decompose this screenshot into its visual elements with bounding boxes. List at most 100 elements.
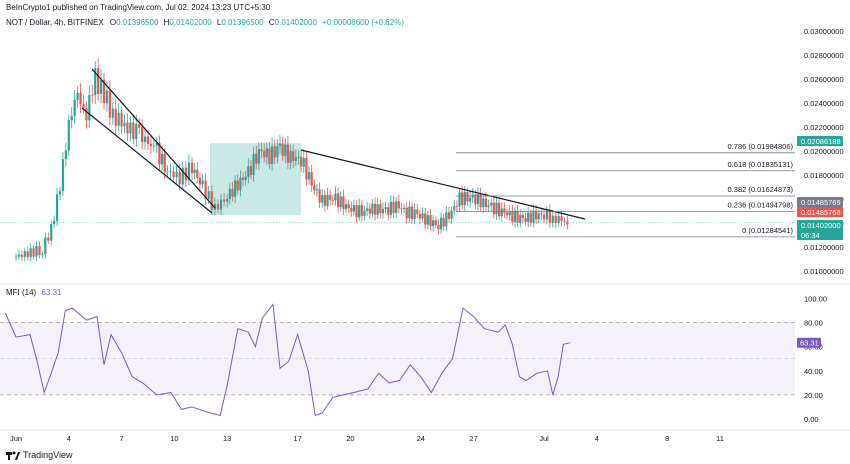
candle-body [175,172,178,178]
candle-body [557,216,560,223]
candle-body [432,220,435,227]
candle-body [114,108,117,126]
candle-body [234,180,237,197]
mfi-legend[interactable]: MFI (14) 63.31 [6,288,62,297]
candle-body [73,99,76,117]
candle-body [216,203,220,210]
candle-body [289,151,292,163]
candle-body [196,169,199,178]
mfi-tick-label: 0.00 [804,415,819,424]
candle-body [323,194,326,206]
price-tick-label: 0.01800000 [804,171,844,180]
candle-body [387,207,390,215]
candle-body [286,144,290,163]
price-tag-label: 0.01402000 [801,221,841,230]
time-tick-label: Jul [539,434,549,443]
candle-body [329,194,332,200]
candle-body [461,192,464,206]
candle-body [219,199,223,210]
candle-body [117,112,120,126]
symbol-label[interactable]: NOT / Dollar, 4h, BITFINEX [6,18,104,27]
candle-body [532,210,535,223]
candle-body [146,136,150,144]
candle-body [38,246,41,255]
candle-body [260,149,263,152]
candle-body [389,201,392,215]
candle-body [474,194,477,205]
candle-body [244,176,247,180]
candle-body [152,145,155,147]
resistance-trendline [300,149,586,220]
candle-body [542,214,546,220]
candle-body [265,148,268,158]
candle-body [190,162,194,174]
candle-body [540,213,543,215]
candle-body [405,207,408,219]
candle-body [149,143,153,146]
candle-body [554,215,557,223]
price-tick-label: 0.02600000 [804,75,844,84]
candle-body [458,192,461,207]
mfi-tick-label: 100.00 [804,295,827,304]
candle-body [105,90,109,104]
price-tick-label: 0.01000000 [804,267,844,276]
price-tag-countdown: 06:34 [801,231,820,240]
candle-body [513,210,517,222]
candle-body [487,205,490,207]
candle-body [292,151,295,162]
candle-body [503,208,506,213]
candle-body [138,123,141,128]
price-tick-label: 0.02000000 [804,147,844,156]
candle-body [241,177,245,180]
price-tick-label: 0.02200000 [804,123,844,132]
price-tick-label: 0.01200000 [804,243,844,252]
candle-body [410,206,414,220]
time-tick-label: 13 [223,434,231,443]
price-tag [797,136,843,146]
candle-body [172,171,175,178]
candle-body [463,191,466,206]
mfi-value: 63.31 [41,288,62,297]
channel-upper-line [91,68,216,209]
candle-body [379,204,382,214]
candle-body [120,112,123,127]
candle-body [437,224,440,230]
candle-body [395,201,398,213]
candle-body [88,94,91,121]
price-tick-label: 0.03000000 [804,27,844,36]
candle-body [99,79,103,94]
ohlc-legend: NOT / Dollar, 4h, BITFINEX O0.01396500 H… [6,18,404,27]
mfi-value-tag-label: 63.31 [800,339,819,348]
high-label: H [163,18,170,27]
candle-body [360,205,363,216]
candle-body [366,208,369,211]
candle-body [187,162,191,181]
candle-body [371,203,374,214]
candle-body [421,213,424,219]
candle-body [268,148,271,164]
tradingview-footer[interactable]: TradingView [6,450,73,460]
candle-body [468,197,472,202]
candle-body [132,122,135,140]
candle-body [163,153,166,173]
mfi-line [4,303,571,417]
tradingview-logo-icon [6,450,20,460]
time-tick-label: 8 [665,434,669,443]
candle-body [226,199,229,202]
candle-body [67,120,70,151]
candle-body [281,143,284,156]
candle-body [534,210,538,220]
candle-body [223,199,226,202]
candle-body [94,68,97,96]
candle-body [524,217,527,222]
candle-body [263,151,266,158]
candle-body [35,246,38,257]
candle-body [537,213,540,220]
candle-body [492,202,495,215]
candle-body [339,196,342,208]
candle-body [490,202,493,206]
price-tag [797,207,843,217]
candle-body [424,213,427,225]
candle-body [111,108,114,118]
